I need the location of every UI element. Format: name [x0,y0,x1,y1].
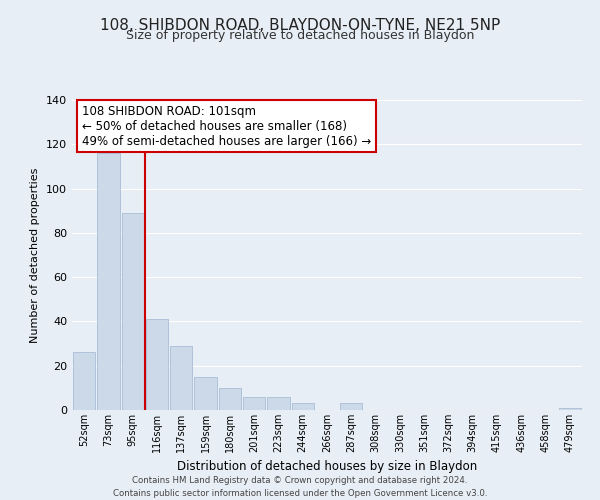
X-axis label: Distribution of detached houses by size in Blaydon: Distribution of detached houses by size … [177,460,477,473]
Bar [218,388,241,410]
Text: Size of property relative to detached houses in Blaydon: Size of property relative to detached ho… [126,29,474,42]
Bar [194,377,217,410]
Bar [559,408,581,410]
Bar [73,352,95,410]
Bar [97,153,119,410]
Text: Contains HM Land Registry data © Crown copyright and database right 2024.
Contai: Contains HM Land Registry data © Crown c… [113,476,487,498]
Text: 108, SHIBDON ROAD, BLAYDON-ON-TYNE, NE21 5NP: 108, SHIBDON ROAD, BLAYDON-ON-TYNE, NE21… [100,18,500,32]
Bar [267,396,290,410]
Bar [340,404,362,410]
Text: 108 SHIBDON ROAD: 101sqm
← 50% of detached houses are smaller (168)
49% of semi-: 108 SHIBDON ROAD: 101sqm ← 50% of detach… [82,104,371,148]
Bar [292,404,314,410]
Bar [170,346,193,410]
Bar [243,396,265,410]
Y-axis label: Number of detached properties: Number of detached properties [31,168,40,342]
Bar [146,319,168,410]
Bar [122,213,144,410]
